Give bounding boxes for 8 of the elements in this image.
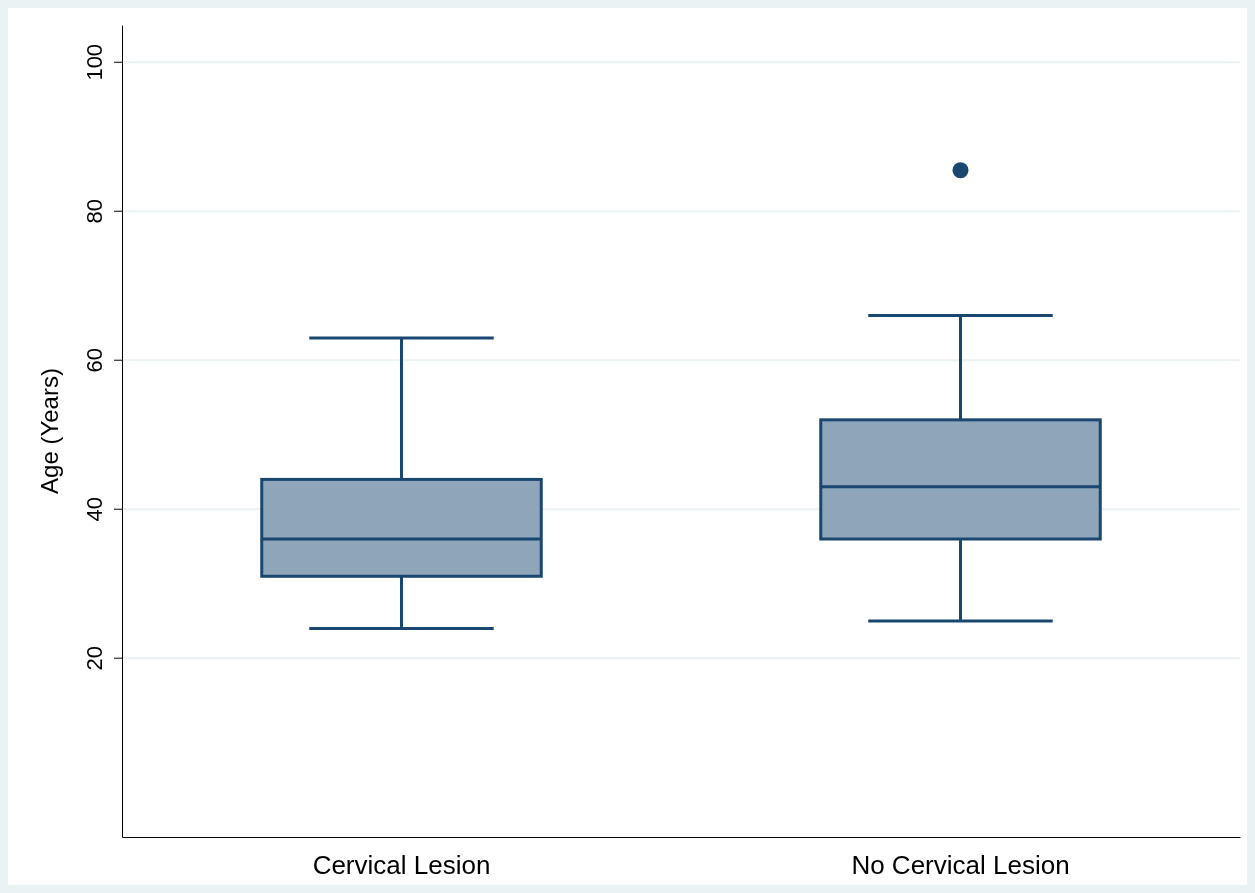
y-tick-label: 100	[82, 43, 107, 81]
y-tick-label: 40	[82, 496, 107, 522]
y-tick-label: 20	[82, 645, 107, 671]
y-tick-label: 80	[82, 199, 107, 224]
y-tick-label: 60	[82, 347, 107, 373]
y-axis-title: Age (Years)	[36, 368, 63, 494]
x-tick-label: Cervical Lesion	[312, 849, 491, 880]
x-tick-label: No Cervical Lesion	[851, 849, 1070, 880]
